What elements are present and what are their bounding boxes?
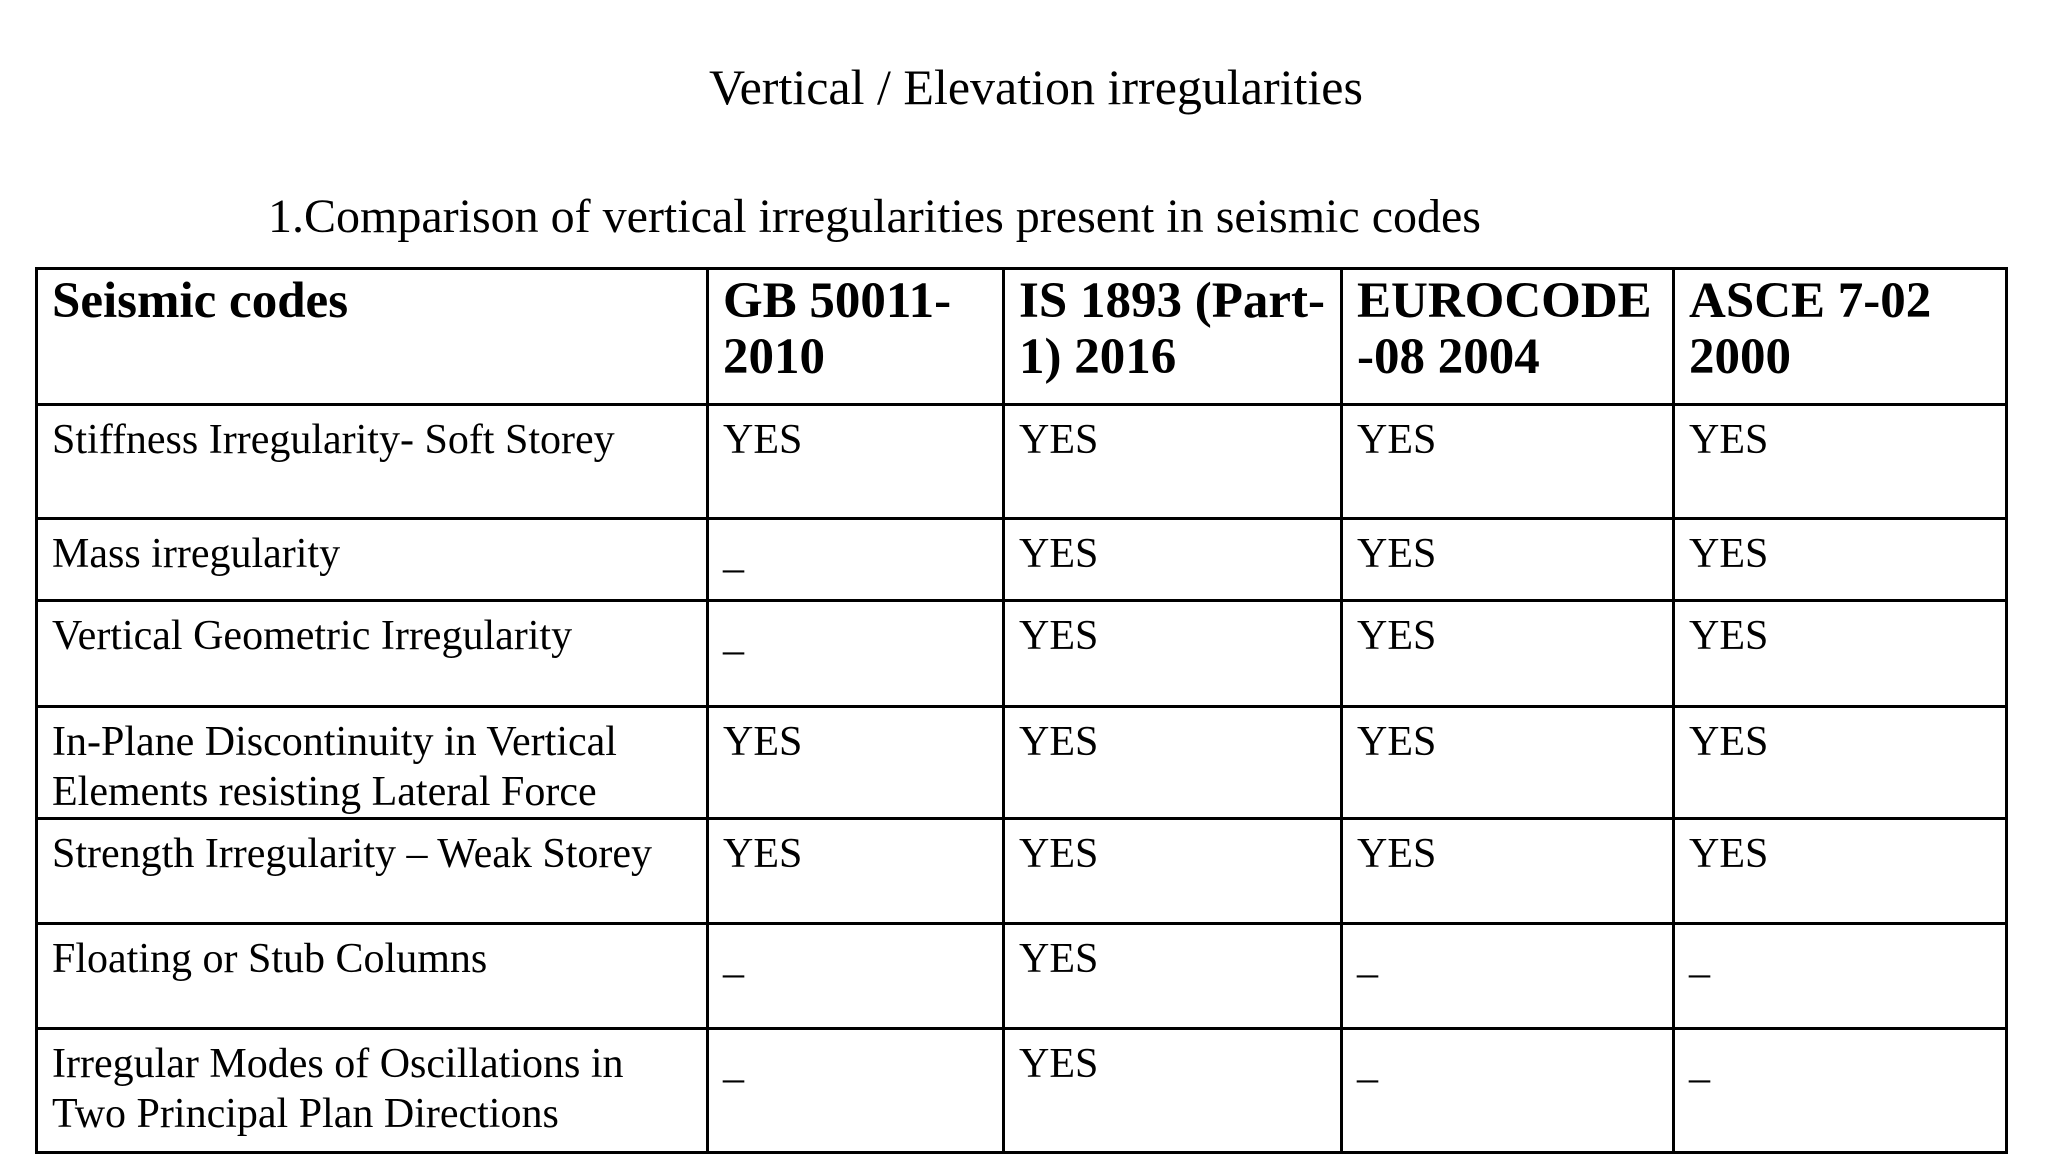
- column-header-code-1: GB 50011-2010: [706, 267, 1005, 406]
- cell-value: YES: [706, 403, 1005, 520]
- cell-value: YES: [1672, 517, 2008, 602]
- table-caption: 1.Comparison of vertical irregularities …: [268, 190, 1481, 243]
- cell-value: YES: [1002, 1027, 1343, 1154]
- cell-value: YES: [1340, 403, 1675, 520]
- cell-value: YES: [1002, 817, 1343, 925]
- cell-value: YES: [1340, 705, 1675, 820]
- table-body: Stiffness Irregularity- Soft Storey YES YE…: [35, 403, 2008, 1154]
- row-label: Floating or Stub Columns: [35, 922, 709, 1030]
- cell-value: YES: [706, 817, 1005, 925]
- cell-value: YES: [706, 705, 1005, 820]
- cell-value: _: [706, 922, 1005, 1030]
- cell-value: YES: [1002, 599, 1343, 708]
- cell-value: _: [706, 1027, 1005, 1154]
- cell-value: _: [706, 517, 1005, 602]
- cell-value: YES: [1672, 705, 2008, 820]
- row-label: Irregular Modes of Oscillations in Two P…: [35, 1027, 709, 1154]
- cell-value: YES: [1340, 817, 1675, 925]
- table-row: Vertical Geometric Irregularity _ YES YES YE…: [35, 599, 2008, 708]
- column-header-row-labels: Seismic codes: [35, 267, 709, 406]
- cell-value: YES: [1340, 599, 1675, 708]
- column-header-code-4: ASCE 7-02 2000: [1672, 267, 2008, 406]
- row-label: Vertical Geometric Irregularity: [35, 599, 709, 708]
- cell-value: YES: [1672, 817, 2008, 925]
- cell-value: YES: [1002, 922, 1343, 1030]
- table-row: Irregular Modes of Oscillations in Two P…: [35, 1027, 2008, 1154]
- row-label: Stiffness Irregularity- Soft Storey: [35, 403, 709, 520]
- table-row: Strength Irregularity – Weak Storey YES YE…: [35, 817, 2008, 925]
- cell-value: _: [706, 599, 1005, 708]
- row-label: Mass irregularity: [35, 517, 709, 602]
- table-row: In-Plane Discontinuity in Vertical Eleme…: [35, 705, 2008, 820]
- column-header-code-3: EUROCODE -08 2004: [1340, 267, 1675, 406]
- cell-value: _: [1672, 922, 2008, 1030]
- seismic-codes-comparison-table: Seismic codes GB 50011-2010 IS 1893 (Part-…: [35, 267, 2008, 1154]
- row-label: In-Plane Discontinuity in Vertical Eleme…: [35, 705, 709, 820]
- table-row: Mass irregularity _ YES YES YES: [35, 517, 2008, 602]
- table-header: Seismic codes GB 50011-2010 IS 1893 (Part-…: [35, 267, 2008, 406]
- cell-value: YES: [1672, 599, 2008, 708]
- table-row: Floating or Stub Columns _ YES _ _: [35, 922, 2008, 1030]
- cell-value: _: [1340, 1027, 1675, 1154]
- row-label: Strength Irregularity – Weak Storey: [35, 817, 709, 925]
- cell-value: YES: [1002, 705, 1343, 820]
- cell-value: _: [1340, 922, 1675, 1030]
- table-header-row: Seismic codes GB 50011-2010 IS 1893 (Part-…: [35, 267, 2008, 406]
- cell-value: YES: [1672, 403, 2008, 520]
- column-header-code-2: IS 1893 (Part-1) 2016: [1002, 267, 1343, 406]
- cell-value: _: [1672, 1027, 2008, 1154]
- page-title: Vertical / Elevation irregularities: [709, 59, 1363, 115]
- cell-value: YES: [1340, 517, 1675, 602]
- cell-value: YES: [1002, 403, 1343, 520]
- table-row: Stiffness Irregularity- Soft Storey YES YE…: [35, 403, 2008, 520]
- cell-value: YES: [1002, 517, 1343, 602]
